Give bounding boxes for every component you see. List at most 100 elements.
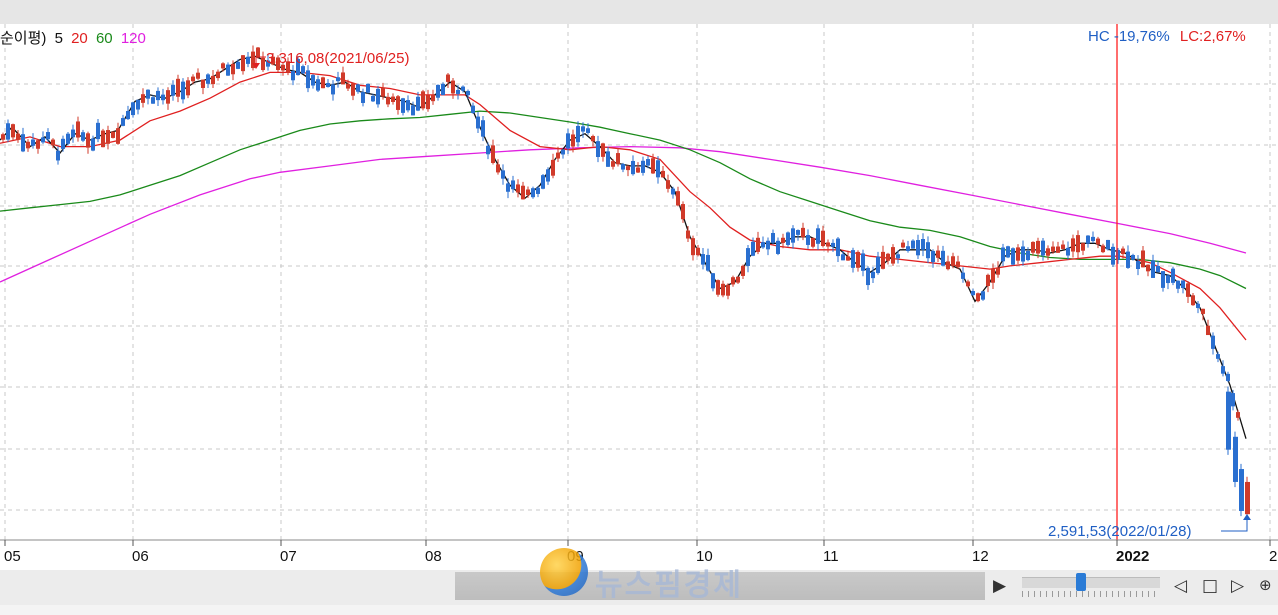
candle-body — [26, 141, 30, 149]
candle-body — [851, 250, 855, 268]
candle-body — [891, 247, 895, 264]
candle-body — [331, 84, 335, 95]
candle-body — [161, 94, 165, 101]
candle-body — [531, 188, 535, 198]
candle-body — [1239, 469, 1244, 511]
candle-body — [1201, 308, 1205, 314]
candle-body — [911, 240, 915, 249]
ma20-line — [0, 71, 1247, 341]
low-marker-arrow — [1221, 520, 1248, 532]
candle-body — [741, 265, 745, 276]
candle-body — [231, 63, 235, 75]
candle-body — [156, 90, 160, 101]
candle-body — [371, 95, 375, 102]
candle-body — [1091, 236, 1095, 242]
candle-body — [581, 126, 585, 132]
candle-body — [326, 83, 330, 87]
candle-body — [1186, 283, 1190, 297]
candle-body — [236, 61, 240, 69]
scroll-right-icon[interactable]: ▷ — [1231, 576, 1245, 596]
candle-body — [511, 180, 515, 190]
candle-body — [1, 134, 5, 140]
ma60-line — [0, 110, 1247, 290]
candle-body — [811, 237, 815, 247]
zoom-slider-thumb[interactable] — [1076, 573, 1086, 591]
candle-body — [971, 290, 975, 296]
x-tick-label: 2 — [1269, 548, 1277, 565]
candle-body — [606, 151, 610, 167]
candle-body — [1056, 246, 1060, 253]
candlestick-chart[interactable]: 050607080910111220222 순이평) 5 20 60 120 H… — [0, 24, 1278, 570]
play-icon[interactable]: ▶ — [993, 576, 1007, 596]
candle-body — [356, 84, 360, 92]
legend-ma60: 60 — [96, 30, 113, 47]
candle-body — [716, 280, 720, 295]
candle-body — [1111, 246, 1115, 265]
candle-body — [421, 91, 425, 109]
zoom-in-icon[interactable]: ⊕ — [1259, 576, 1272, 594]
x-tick-label: 10 — [696, 548, 713, 565]
candle-body — [171, 84, 175, 96]
candle-body — [1156, 265, 1160, 273]
candle-body — [1066, 247, 1070, 256]
candle-body — [721, 283, 725, 296]
candle-body — [941, 250, 945, 266]
candle-body — [6, 123, 10, 140]
candle-body — [306, 70, 310, 89]
scroll-left-icon[interactable]: ◁ — [1174, 576, 1188, 596]
candle-body — [936, 250, 940, 258]
candle-body — [246, 56, 250, 64]
candle-body — [496, 164, 500, 173]
candle-body — [261, 57, 265, 71]
candle-body — [1233, 436, 1238, 482]
candle-body — [336, 77, 340, 82]
candle-body — [406, 100, 410, 111]
candle-body — [516, 184, 520, 193]
candle-body — [1026, 250, 1030, 261]
candle-body — [121, 118, 125, 126]
candle-body — [281, 64, 285, 71]
candle-body — [466, 90, 470, 96]
candle-body — [641, 160, 645, 173]
candle-body — [146, 89, 150, 99]
candle-body — [906, 246, 910, 251]
candle-body — [71, 129, 75, 138]
candle-body — [861, 253, 865, 271]
candle-body — [186, 80, 190, 96]
candle-body — [351, 83, 355, 96]
candle-body — [1161, 271, 1165, 288]
candle-body — [831, 242, 835, 247]
candle-body — [701, 254, 705, 265]
candle-body — [441, 83, 445, 96]
candle-body — [291, 71, 295, 81]
candle-body — [311, 75, 315, 86]
candle-body — [46, 132, 50, 140]
candle-body — [21, 134, 25, 152]
candle-body — [556, 152, 560, 159]
candle-body — [436, 84, 440, 98]
candle-body — [101, 130, 105, 148]
candle-body — [666, 180, 670, 189]
candle-body — [456, 89, 460, 94]
candle-body — [206, 74, 210, 84]
candle-body — [876, 256, 880, 274]
candle-body — [916, 240, 920, 256]
x-tick-label: 2022 — [1116, 548, 1149, 565]
candle-body — [106, 130, 110, 144]
candle-body — [806, 235, 810, 245]
candle-body — [871, 271, 875, 279]
stop-icon[interactable]: □ — [1202, 576, 1219, 596]
candle-body — [446, 74, 450, 82]
candle-body — [486, 145, 490, 155]
lc-readout: LC:2,67% — [1180, 28, 1246, 45]
legend-prefix: 순이평) — [0, 30, 46, 47]
top-toolbar — [0, 0, 1278, 24]
candle-body — [416, 96, 420, 111]
candle-body — [536, 187, 540, 194]
candle-body — [301, 66, 305, 74]
zoom-slider-track[interactable] — [1022, 577, 1160, 588]
candle-body — [286, 61, 290, 73]
candle-body — [981, 291, 985, 300]
candle-body — [1031, 241, 1035, 253]
candle-body — [1081, 243, 1085, 251]
